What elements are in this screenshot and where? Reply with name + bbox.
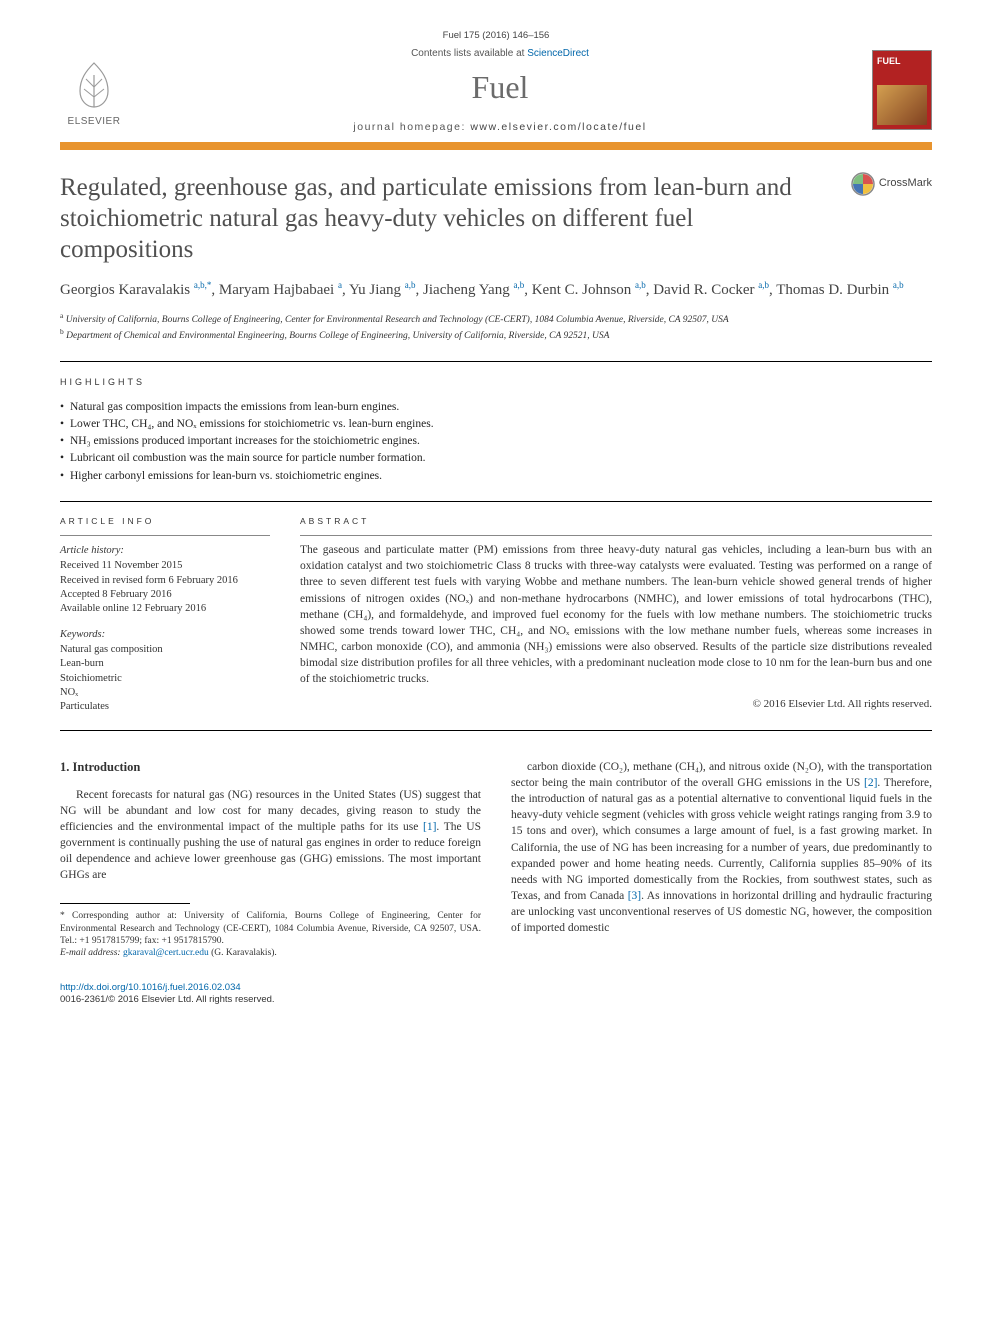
email-owner: (G. Karavalakis). (211, 948, 277, 958)
sciencedirect-link[interactable]: ScienceDirect (527, 48, 589, 59)
author: Thomas D. Durbin a,b (776, 282, 903, 298)
history-heading: Article history: (60, 544, 270, 558)
elsevier-tree-icon (66, 57, 122, 113)
article-info: ARTICLE INFO Article history: Received 1… (60, 502, 270, 714)
rule (60, 361, 932, 362)
highlight-item: Lubricant oil combustion was the main so… (60, 450, 932, 467)
footnotes: * Corresponding author at: University of… (60, 910, 481, 959)
highlights-list: Natural gas composition impacts the emis… (60, 399, 932, 485)
rule (60, 730, 932, 731)
journal-title: Fuel (128, 66, 872, 109)
contents-prefix: Contents lists available at (411, 48, 527, 59)
rule (300, 535, 932, 536)
author: Georgios Karavalakis a,b,* (60, 282, 211, 298)
abstract: ABSTRACT The gaseous and particulate mat… (300, 502, 932, 714)
history-line: Received 11 November 2015 (60, 559, 270, 573)
homepage-link[interactable]: www.elsevier.com/locate/fuel (470, 121, 646, 133)
history-line: Available online 12 February 2016 (60, 602, 270, 616)
article-info-heading: ARTICLE INFO (60, 516, 270, 527)
abstract-text: The gaseous and particulate matter (PM) … (300, 542, 932, 687)
highlights-heading: HIGHLIGHTS (60, 376, 932, 388)
header-center: Contents lists available at ScienceDirec… (128, 47, 872, 134)
keyword: Stoichiometric (60, 672, 270, 686)
corresponding-author: * Corresponding author at: University of… (60, 910, 481, 947)
affiliations: a University of California, Bourns Colle… (60, 311, 932, 343)
affiliation-b: b Department of Chemical and Environment… (60, 327, 932, 343)
keywords-lines: Natural gas compositionLean-burnStoichio… (60, 643, 270, 714)
keyword: Natural gas composition (60, 643, 270, 657)
body-para-2: carbon dioxide (CO₂), methane (CH₄), and… (511, 759, 932, 936)
orange-rule (60, 142, 932, 150)
crossmark-label: CrossMark (879, 176, 932, 191)
author: Maryam Hajbabaei a (219, 282, 342, 298)
highlight-item: Higher carbonyl emissions for lean-burn … (60, 468, 932, 485)
body-col-right: carbon dioxide (CO₂), methane (CH₄), and… (511, 759, 932, 959)
footnote-rule (60, 903, 190, 904)
citation[interactable]: [1] (423, 821, 436, 833)
section-heading: 1. Introduction (60, 759, 481, 777)
citation[interactable]: [3] (628, 890, 641, 902)
crossmark-icon (851, 172, 875, 196)
history-line: Accepted 8 February 2016 (60, 588, 270, 602)
highlight-item: Natural gas composition impacts the emis… (60, 399, 932, 416)
issn-line: 0016-2361/© 2016 Elsevier Ltd. All right… (60, 994, 275, 1007)
history-lines: Received 11 November 2015Received in rev… (60, 559, 270, 616)
keyword: Particulates (60, 700, 270, 714)
keywords-heading: Keywords: (60, 628, 270, 642)
publisher-logo[interactable]: ELSEVIER (60, 52, 128, 128)
info-abstract-row: ARTICLE INFO Article history: Received 1… (60, 502, 932, 714)
author: Yu Jiang a,b (349, 282, 416, 298)
keyword: NOₓ (60, 686, 270, 700)
affiliation-a: a University of California, Bourns Colle… (60, 311, 932, 327)
body-para-1: Recent forecasts for natural gas (NG) re… (60, 787, 481, 884)
homepage-prefix: journal homepage: (353, 121, 470, 133)
publisher-name: ELSEVIER (68, 115, 121, 129)
author: David R. Cocker a,b (653, 282, 769, 298)
cover-image (877, 85, 927, 125)
email-label: E-mail address: (60, 948, 121, 958)
highlight-item: Lower THC, CH₄, and NOₓ emissions for st… (60, 416, 932, 433)
authors: Georgios Karavalakis a,b,*, Maryam Hajba… (60, 279, 932, 301)
email-line: E-mail address: gkaraval@cert.ucr.edu (G… (60, 947, 481, 959)
doi-link[interactable]: http://dx.doi.org/10.1016/j.fuel.2016.02… (60, 982, 241, 993)
author: Jiacheng Yang a,b (423, 282, 524, 298)
page-footer: http://dx.doi.org/10.1016/j.fuel.2016.02… (60, 982, 932, 1008)
abstract-heading: ABSTRACT (300, 516, 932, 527)
article-ref: Fuel 175 (2016) 146–156 (60, 30, 932, 43)
author: Kent C. Johnson a,b (532, 282, 646, 298)
email-link[interactable]: gkaraval@cert.ucr.edu (123, 948, 209, 958)
keyword: Lean-burn (60, 657, 270, 671)
article-title: Regulated, greenhouse gas, and particula… (60, 172, 851, 266)
journal-cover[interactable]: FUEL (872, 50, 932, 130)
abstract-copyright: © 2016 Elsevier Ltd. All rights reserved… (300, 697, 932, 712)
footer-left: http://dx.doi.org/10.1016/j.fuel.2016.02… (60, 982, 275, 1008)
body-columns: 1. Introduction Recent forecasts for nat… (60, 759, 932, 959)
homepage-line: journal homepage: www.elsevier.com/locat… (128, 120, 872, 134)
rule (60, 535, 270, 536)
crossmark-badge[interactable]: CrossMark (851, 172, 932, 196)
highlight-item: NH₃ emissions produced important increas… (60, 433, 932, 450)
body-col-left: 1. Introduction Recent forecasts for nat… (60, 759, 481, 959)
title-row: Regulated, greenhouse gas, and particula… (60, 172, 932, 266)
journal-header: ELSEVIER Contents lists available at Sci… (60, 47, 932, 134)
citation[interactable]: [2] (864, 777, 877, 789)
contents-line: Contents lists available at ScienceDirec… (128, 47, 872, 61)
history-line: Received in revised form 6 February 2016 (60, 574, 270, 588)
cover-title: FUEL (877, 55, 927, 67)
